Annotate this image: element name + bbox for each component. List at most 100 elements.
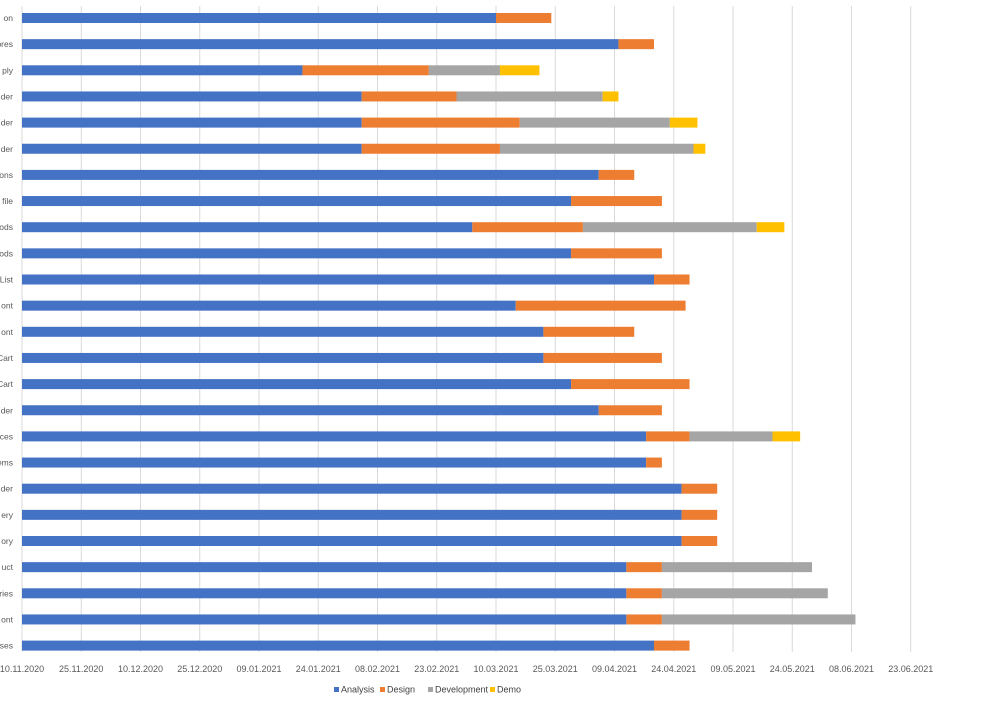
x-tick-label: 09.05.2021 — [710, 664, 755, 674]
bar-segment-design — [626, 562, 662, 573]
bar-segment-development — [661, 614, 856, 625]
bar-segment-analysis — [22, 222, 473, 233]
bar-segment-analysis — [22, 300, 516, 311]
bar-segment-analysis — [22, 91, 362, 102]
x-tick-label: 23.06.2021 — [888, 664, 933, 674]
x-axis-tick-labels: 10.11.2020 25.11.2020 10.12.2020 25.12.2020… — [0, 664, 933, 674]
legend-swatch-demo — [490, 687, 495, 692]
bar-segment-analysis — [22, 457, 647, 468]
category-label: der — [1, 405, 13, 415]
bar-segment-design — [646, 431, 690, 442]
category-label: der — [1, 118, 13, 128]
bar-segment-design — [515, 300, 686, 311]
bar-segment-design — [361, 91, 457, 102]
x-tick-label: 24.04.2021 — [651, 664, 696, 674]
bar-segment-demo — [669, 117, 698, 128]
category-label: ses — [0, 641, 13, 651]
bar-segment-design — [543, 352, 662, 363]
x-tick-label: 09.04.2021 — [592, 664, 637, 674]
x-tick-label: 08.06.2021 — [829, 664, 874, 674]
bar-segment-demo — [772, 431, 801, 442]
bar-segment-design — [646, 457, 662, 468]
bar-segment-analysis — [22, 65, 303, 76]
legend-label-design: Design — [387, 685, 415, 695]
bar-segment-analysis — [22, 39, 619, 50]
category-label: ont — [1, 301, 13, 311]
bar-segment-design — [472, 222, 583, 233]
category-label: ont — [1, 327, 13, 337]
bar-segment-analysis — [22, 352, 544, 363]
bar-segment-design — [681, 536, 718, 546]
x-tick-label: 24.01.2021 — [296, 664, 341, 674]
bar-segment-development — [499, 143, 694, 154]
legend-label-analysis: Analysis — [341, 685, 375, 695]
x-tick-label: 10.03.2021 — [473, 664, 518, 674]
category-label: Cart — [0, 379, 14, 389]
x-tick-label: 25.11.2020 — [59, 664, 103, 674]
category-label: ods — [0, 248, 13, 258]
bar-segment-design — [361, 143, 500, 154]
category-label: der — [1, 144, 13, 154]
bar-segment-design — [543, 326, 635, 337]
x-tick-label: 10.11.2020 — [0, 664, 44, 674]
bar-segment-design — [302, 65, 429, 76]
bar-segment-demo — [693, 143, 706, 154]
bar-segment-design — [571, 196, 662, 207]
category-label: ries — [0, 588, 13, 598]
legend-swatch-analysis — [334, 687, 339, 692]
bar-segment-development — [456, 91, 603, 102]
bar-segment-design — [598, 405, 662, 416]
bar-segment-development — [661, 588, 828, 599]
category-label: uct — [2, 562, 14, 572]
category-label: der — [1, 91, 13, 101]
bar-segment-analysis — [22, 483, 682, 494]
bar-segment-design — [571, 379, 690, 390]
category-label: Cart — [0, 353, 14, 363]
bar-segment-development — [661, 562, 812, 573]
bar-segment-analysis — [22, 117, 362, 128]
category-label: ces — [0, 431, 13, 441]
x-tick-label: 10.12.2020 — [118, 664, 163, 674]
bar-segment-design — [626, 588, 662, 599]
bars — [22, 13, 856, 651]
bar-segment-analysis — [22, 614, 627, 625]
category-label: ory — [1, 536, 14, 546]
bar-segment-demo — [499, 65, 540, 76]
category-label: on — [4, 13, 14, 23]
bar-segment-development — [519, 117, 670, 128]
category-label: ons — [0, 170, 13, 180]
bar-segment-development — [428, 65, 500, 76]
bar-segment-design — [496, 13, 552, 23]
bar-segment-analysis — [22, 169, 599, 180]
bar-segment-design — [361, 117, 520, 128]
x-tick-label: 09.01.2021 — [236, 664, 281, 674]
category-label: ont — [1, 614, 13, 624]
bar-segment-analysis — [22, 13, 496, 23]
category-label: ods — [0, 222, 13, 232]
bar-segment-analysis — [22, 326, 544, 337]
bar-segment-demo — [756, 222, 785, 233]
legend: Analysis Design Development Demo — [334, 685, 521, 695]
category-labels: on ores ply der der der ons file ods ods List ont on… — [0, 13, 14, 651]
legend-swatch-development — [428, 687, 433, 692]
category-label: file — [2, 196, 13, 206]
bar-segment-analysis — [22, 143, 362, 154]
bar-segment-demo — [602, 91, 619, 102]
category-label: ores — [0, 39, 13, 49]
category-label: ems — [0, 458, 13, 468]
bar-segment-development — [689, 431, 773, 442]
bar-segment-analysis — [22, 379, 572, 390]
legend-label-demo: Demo — [497, 685, 521, 695]
bar-segment-analysis — [22, 405, 599, 416]
x-tick-label: 23.02.2021 — [414, 664, 459, 674]
bar-segment-analysis — [22, 562, 627, 573]
bar-segment-design — [681, 509, 718, 520]
bar-segment-analysis — [22, 274, 654, 285]
bar-segment-design — [654, 640, 690, 651]
bar-segment-design — [598, 169, 635, 180]
category-label: ply — [2, 65, 14, 75]
bar-segment-analysis — [22, 588, 627, 599]
bar-segment-design — [681, 483, 718, 494]
bar-segment-design — [618, 39, 654, 50]
category-label: List — [0, 275, 14, 285]
